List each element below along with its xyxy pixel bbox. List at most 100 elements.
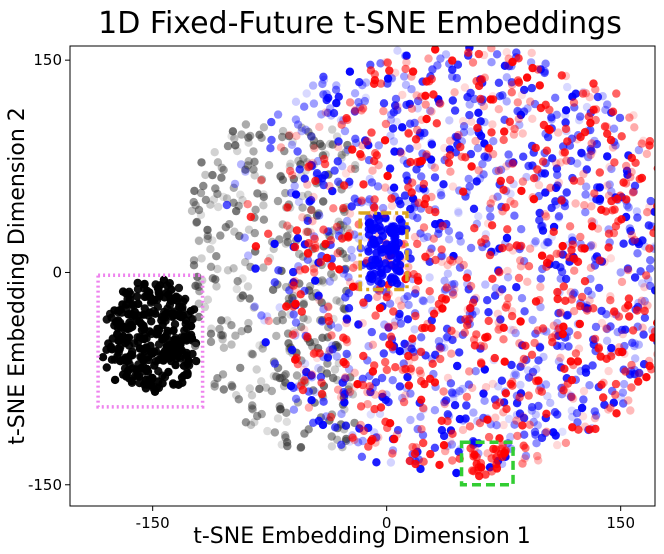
scatter-point (214, 202, 223, 212)
scatter-point (579, 169, 588, 179)
scatter-point (430, 163, 440, 172)
scatter-point (527, 406, 537, 415)
scatter-point (501, 389, 511, 398)
scatter-point (387, 201, 397, 211)
scatter-point (379, 106, 388, 116)
scatter-point (645, 244, 654, 253)
scatter-point (455, 348, 464, 357)
scatter-point (418, 430, 428, 440)
scatter-point (431, 220, 440, 229)
scatter-point (425, 248, 435, 257)
scatter-point (429, 90, 438, 99)
scatter-point (413, 239, 422, 249)
scatter-point (602, 310, 611, 319)
scatter-point (519, 412, 528, 421)
scatter-point (441, 396, 451, 405)
scatter-point (462, 392, 472, 402)
scatter-point (624, 294, 634, 303)
scatter-point (273, 110, 283, 119)
scatter-point (291, 394, 301, 403)
scatter-point (607, 164, 616, 174)
scatter-point (609, 398, 618, 407)
scatter-point (366, 240, 376, 249)
scatter-point (500, 127, 509, 136)
scatter-point (427, 140, 437, 149)
scatter-point (640, 283, 649, 292)
scatter-point (342, 349, 351, 359)
scatter-point (570, 266, 579, 275)
scatter-point (177, 305, 187, 314)
scatter-point (471, 367, 480, 376)
scatter-point (492, 460, 501, 469)
scatter-point (612, 409, 621, 418)
scatter-point (642, 271, 651, 280)
scatter-point (358, 104, 368, 113)
scatter-point (336, 393, 346, 402)
scatter-point (141, 375, 151, 385)
scatter-point (560, 364, 569, 373)
scatter-point (556, 353, 565, 362)
scatter-point (502, 404, 511, 414)
scatter-point (328, 341, 337, 350)
scatter-point (447, 349, 456, 358)
scatter-point (563, 388, 572, 398)
scatter-point (384, 322, 393, 331)
scatter-point (655, 238, 663, 246)
scatter-point (495, 268, 504, 277)
scatter-point (616, 191, 625, 200)
scatter-point (406, 157, 415, 167)
scatter-point (317, 389, 327, 399)
x-tick-label: -150 (136, 514, 170, 532)
scatter-point (577, 292, 587, 302)
scatter-point (511, 369, 520, 378)
scatter-point (118, 287, 128, 296)
scatter-point (513, 431, 522, 441)
scatter-point (391, 94, 401, 104)
scatter-point (618, 388, 628, 397)
scatter-point (364, 342, 373, 351)
scatter-point (289, 267, 298, 277)
scatter-point (477, 238, 486, 247)
scatter-point (318, 420, 328, 430)
scatter-point (627, 383, 636, 392)
scatter-point (317, 110, 326, 119)
scatter-point (518, 359, 527, 368)
scatter-point (626, 172, 635, 182)
scatter-point (408, 178, 417, 187)
scatter-point (253, 189, 262, 198)
scatter-point (393, 426, 403, 435)
scatter-point (232, 206, 241, 216)
scatter-point (567, 295, 576, 304)
scatter-point (633, 238, 643, 247)
scatter-point (613, 327, 622, 337)
scatter-point (243, 282, 253, 291)
scatter-point (561, 124, 571, 134)
scatter-point (508, 80, 517, 90)
scatter-point (593, 92, 603, 102)
scatter-point (657, 234, 664, 242)
scatter-point (425, 287, 434, 296)
scatter-point (189, 256, 199, 265)
scatter-point (236, 190, 245, 199)
scatter-point (161, 332, 170, 341)
scatter-point (177, 333, 186, 342)
scatter-point (351, 281, 361, 291)
scatter-point (147, 317, 156, 326)
scatter-point (327, 269, 336, 279)
scatter-point (467, 162, 476, 171)
scatter-point (604, 243, 613, 252)
scatter-point (485, 204, 495, 213)
scatter-point (492, 166, 501, 176)
scatter-point (644, 221, 653, 230)
scatter-point (578, 412, 588, 421)
scatter-point (630, 123, 639, 132)
scatter-point (624, 265, 633, 275)
scatter-point (443, 410, 452, 419)
scatter-point (337, 440, 346, 449)
scatter-point (599, 393, 608, 402)
scatter-point (360, 96, 369, 106)
scatter-point (534, 456, 543, 465)
scatter-point (381, 214, 390, 223)
scatter-point (135, 378, 144, 388)
scatter-point (510, 211, 519, 220)
